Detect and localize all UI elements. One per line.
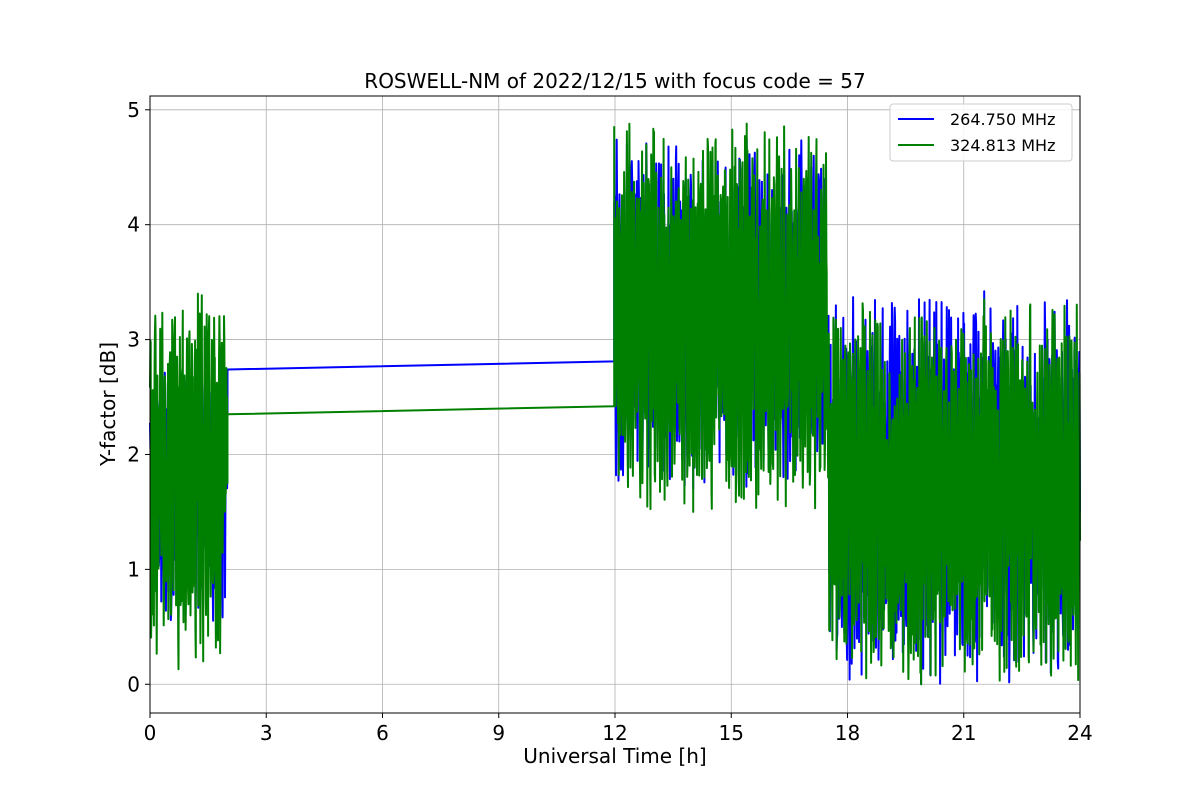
plot-area xyxy=(149,122,1081,686)
x-tick-label: 9 xyxy=(492,721,505,745)
x-tick-label: 24 xyxy=(1067,721,1092,745)
chart-title: ROSWELL-NM of 2022/12/15 with focus code… xyxy=(364,69,865,93)
y-tick-label: 0 xyxy=(127,672,140,696)
y-tick-label: 3 xyxy=(127,328,140,352)
y-tick-label: 2 xyxy=(127,442,140,466)
y-tick-label: 5 xyxy=(127,98,140,122)
legend-label-324-813: 324.813 MHz xyxy=(950,136,1055,155)
y-tick-label: 4 xyxy=(127,213,140,237)
x-tick-label: 18 xyxy=(835,721,860,745)
y-axis-label: Y-factor [dB] xyxy=(96,342,120,467)
x-tick-label: 6 xyxy=(376,721,389,745)
x-axis-ticks: 0 3 6 9 12 15 18 21 24 xyxy=(144,713,1093,745)
x-tick-label: 15 xyxy=(719,721,744,745)
x-tick-label: 3 xyxy=(260,721,273,745)
x-tick-label: 21 xyxy=(951,721,976,745)
series-line-324-813 xyxy=(149,122,1081,686)
legend-label-264-750: 264.750 MHz xyxy=(950,110,1055,129)
legend-box xyxy=(889,103,1073,162)
x-tick-label: 12 xyxy=(602,721,627,745)
x-axis-label: Universal Time [h] xyxy=(523,744,706,768)
y-axis-ticks: 0 1 2 3 4 5 xyxy=(127,98,150,696)
y-tick-label: 1 xyxy=(127,557,140,581)
legend: 264.750 MHz 324.813 MHz xyxy=(889,103,1073,162)
x-tick-label: 0 xyxy=(144,721,157,745)
